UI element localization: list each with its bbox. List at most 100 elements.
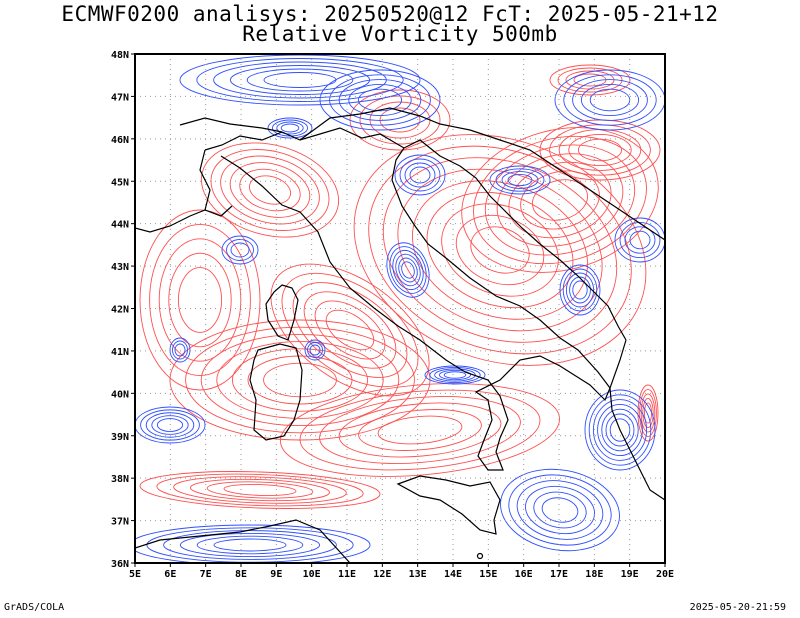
lat-lon-grid	[135, 54, 665, 563]
tunisia-coast	[135, 519, 351, 563]
positive-vorticity-contour	[292, 282, 408, 378]
positive-vorticity-contour	[185, 326, 415, 434]
negative-vorticity-contour	[230, 242, 250, 258]
positive-vorticity-contour	[382, 157, 618, 343]
positive-vorticity-contour	[299, 389, 541, 471]
negative-vorticity-contour	[495, 168, 545, 192]
negative-vorticity-contour	[588, 394, 652, 466]
negative-vorticity-contour	[386, 242, 430, 298]
negative-vorticity-contour	[572, 280, 588, 300]
negative-vorticity-contour	[559, 264, 601, 316]
coastlines	[135, 107, 665, 563]
lon-tick-label: 17E	[550, 569, 568, 580]
negative-vorticity-contour	[267, 117, 313, 139]
negative-vorticity-contour	[174, 343, 186, 357]
lat-tick-label: 44N	[111, 220, 129, 231]
negative-vorticity-contour	[196, 535, 304, 555]
negative-vorticity-contour	[500, 468, 620, 552]
negative-vorticity-contour	[597, 403, 643, 457]
positive-vorticity-contour	[168, 252, 232, 348]
positive-vorticity-contour	[231, 348, 369, 412]
corsica-coastline	[265, 284, 299, 341]
positive-vorticity-contour	[216, 341, 384, 419]
lon-tick-label: 6E	[164, 569, 176, 580]
positive-vorticity-contour	[455, 214, 545, 286]
positive-vorticity-contour	[484, 144, 636, 256]
alps-border	[204, 127, 461, 167]
lon-tick-label: 13E	[409, 569, 427, 580]
lon-tick-label: 9E	[270, 569, 282, 580]
positive-vorticity-contour	[156, 473, 364, 507]
negative-vorticity-contour	[572, 79, 648, 121]
negative-vorticity-contour	[307, 342, 323, 358]
lon-tick-label: 15E	[479, 569, 497, 580]
positive-vorticity-contour	[473, 135, 647, 265]
negative-vorticity-contour	[401, 261, 415, 279]
lat-tick-label: 40N	[111, 389, 129, 400]
lat-tick-label: 47N	[111, 92, 129, 103]
lat-tick-label: 41N	[111, 347, 129, 358]
positive-vorticity-contour	[270, 263, 430, 397]
negative-vorticity-contour	[338, 79, 422, 121]
positive-vorticity-contour	[206, 481, 314, 499]
negative-vorticity-contour	[489, 165, 551, 195]
lat-tick-label: 38N	[111, 474, 129, 485]
positive-vorticity-contour	[496, 153, 624, 247]
positive-vorticity-contour	[338, 402, 502, 458]
negative-vorticity-contour	[309, 344, 321, 356]
positive-vorticity-contour	[377, 415, 463, 445]
positive-vorticity-contour	[189, 478, 331, 502]
positive-vorticity-contour	[532, 179, 588, 221]
swiss-border	[179, 117, 283, 133]
negative-vorticity-contour	[304, 339, 326, 361]
positive-vorticity-contour	[508, 161, 612, 239]
negative-vorticity-contour	[389, 246, 427, 294]
negative-vorticity-contour	[179, 532, 321, 558]
positive-vorticity-contour	[637, 384, 659, 442]
vorticity-contours	[135, 54, 665, 563]
negative-vorticity-contour	[624, 226, 656, 254]
lat-tick-label: 48N	[111, 50, 129, 61]
negative-vorticity-contour	[399, 158, 441, 192]
positive-vorticity-contour	[441, 203, 559, 297]
negative-vorticity-contour	[319, 69, 441, 131]
lon-tick-label: 16E	[515, 569, 533, 580]
map-subtitle: Relative Vorticity 500mb	[242, 22, 558, 46]
negative-vorticity-contour	[554, 69, 665, 131]
lat-tick-label: 39N	[111, 432, 129, 443]
map-title: ECMWF0200 analisys: 20250520@12 FcT: 202…	[61, 2, 719, 26]
positive-vorticity-contour	[520, 170, 600, 230]
negative-vorticity-contour	[226, 239, 254, 261]
albania-greece-coast	[609, 339, 665, 501]
negative-vorticity-contour	[145, 412, 195, 438]
negative-vorticity-contour	[246, 68, 354, 92]
negative-vorticity-contour	[614, 217, 665, 263]
sicily-coastline	[396, 475, 501, 535]
negative-vorticity-contour	[563, 74, 657, 126]
negative-vorticity-contour	[605, 413, 635, 447]
negative-vorticity-contour	[516, 480, 604, 540]
negative-vorticity-contour	[196, 58, 404, 102]
negative-vorticity-contour	[443, 371, 467, 379]
negative-vorticity-contour	[565, 272, 595, 308]
positive-vorticity-contour	[248, 175, 292, 205]
negative-vorticity-contour	[533, 491, 587, 529]
negative-vorticity-contour	[329, 74, 431, 126]
positive-vorticity-contour	[281, 272, 419, 388]
negative-vorticity-contour	[213, 538, 287, 552]
negative-vorticity-contour	[135, 524, 371, 563]
positive-vorticity-contour	[149, 223, 251, 377]
positive-vorticity-contour	[642, 397, 654, 429]
lon-tick-label: 5E	[129, 569, 141, 580]
negative-vorticity-contour	[348, 83, 412, 117]
lat-tick-label: 36N	[111, 559, 129, 570]
positive-vorticity-contour	[319, 396, 521, 464]
negative-vorticity-contour	[525, 485, 595, 535]
positive-vorticity-contour	[223, 484, 297, 496]
positive-vorticity-contour	[239, 168, 301, 212]
negative-vorticity-contour	[394, 154, 446, 196]
lon-tick-label: 7E	[200, 569, 212, 580]
lon-tick-label: 8E	[235, 569, 247, 580]
lat-tick-label: 43N	[111, 262, 129, 273]
